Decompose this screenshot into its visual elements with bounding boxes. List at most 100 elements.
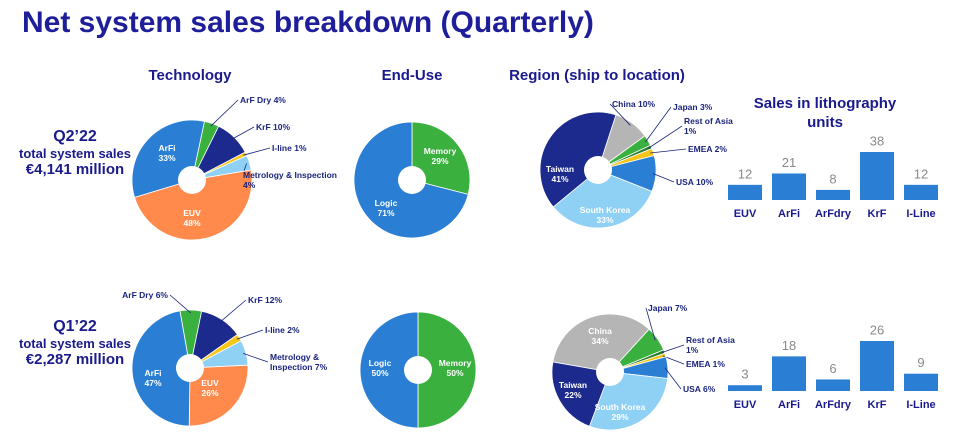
slice-label: Rest of Asia 1% (684, 116, 739, 136)
slice-name: KrF (248, 295, 263, 305)
slice-label: USA 10% (676, 177, 713, 187)
leader-line (661, 344, 685, 353)
slice-label: EUV 48% (183, 208, 200, 228)
slice-label: EMEA 2% (688, 144, 727, 154)
column-header: Technology (148, 67, 232, 84)
slice-label: KrF 12% (248, 295, 282, 305)
row-label: Q1’22 total system sales €2,287 million (0, 318, 150, 368)
x-tick-label: ArFdry (815, 208, 852, 220)
leader-line (219, 299, 247, 323)
bar-value-label: 38 (870, 133, 884, 148)
column-header: End-Use (381, 67, 443, 84)
leader-line (169, 294, 192, 314)
bar (860, 152, 894, 200)
bar-value-label: 6 (829, 361, 836, 376)
slice-label: ArF Dry 6% (122, 290, 168, 300)
slice-label: Memory 50% (439, 358, 472, 378)
slice-name: Taiwan (545, 164, 575, 174)
caption: total system sales (18, 336, 131, 351)
slice-name: South Korea (579, 205, 631, 215)
slice-name: Metrology & Inspection (243, 170, 337, 180)
slice-name: China (588, 326, 612, 336)
leader-line (243, 147, 271, 156)
x-tick-label: I-Line (906, 399, 935, 411)
x-tick-label: ArFi (778, 208, 800, 220)
slice-name: Taiwan (558, 380, 588, 390)
slice-label: Taiwan 22% (559, 380, 587, 400)
slice-label: Taiwan 41% (546, 164, 574, 184)
leader-line (650, 148, 687, 154)
bar-value-label: 3 (741, 367, 748, 382)
slice-value: 10% (273, 122, 291, 132)
slide-title: Net system sales breakdown (Quarterly) (22, 6, 594, 39)
slice-value: 29% (431, 156, 449, 166)
slice-value: 4% (243, 180, 256, 190)
pie-slice (551, 361, 611, 427)
x-tick-label: ArFdry (815, 399, 852, 411)
total: €4,141 million (25, 161, 125, 178)
slice-value: 71% (377, 208, 395, 218)
slice-name: ArF Dry (240, 95, 272, 105)
slice-value: 33% (596, 215, 614, 225)
slice-label: China 34% (588, 326, 612, 346)
slice-value: 50% (446, 368, 464, 378)
bar-value-label: 21 (782, 155, 796, 170)
x-tick-label: I-Line (906, 208, 935, 220)
bar (728, 385, 762, 391)
slice-label: EUV 26% (201, 378, 218, 398)
slice-label: ArFi 47% (144, 368, 161, 388)
slice-label: KrF 10% (256, 122, 290, 132)
bar (904, 373, 938, 391)
pie-slice (539, 111, 617, 208)
slice-value: 1% (684, 126, 697, 136)
slice-name: Rest of Asia (684, 116, 733, 126)
slice-label: Rest of Asia 1% (686, 335, 741, 355)
slice-label: Japan 7% (648, 303, 687, 313)
pie-hole (178, 166, 206, 194)
pie-hole (176, 354, 204, 382)
slice-value: 6% (155, 290, 168, 300)
slice-label: Metrology & Inspection 4% (243, 170, 338, 190)
slice-name: Logic (368, 358, 392, 368)
slice-label: South Korea 33% (580, 205, 631, 225)
slice-value: 4% (273, 95, 286, 105)
slice-name: ArFi (144, 368, 162, 378)
pie-hole (584, 156, 612, 184)
bar-value-label: 26 (870, 322, 884, 337)
slice-label: ArFi 33% (158, 143, 175, 163)
slice-label: I-line 2% (265, 325, 300, 335)
period: Q1’22 (53, 318, 97, 335)
slice-label: Logic 50% (369, 358, 392, 378)
slice-name: USA (683, 384, 701, 394)
slice-name: Logic (374, 198, 398, 208)
leader-line (652, 173, 675, 183)
bar-value-label: 12 (914, 166, 928, 181)
pie-hole (596, 358, 624, 386)
bar (860, 341, 894, 391)
slice-label: Memory 29% (424, 146, 457, 166)
slice-name: Metrology & Inspection (270, 352, 320, 372)
slice-value: 2% (287, 325, 300, 335)
pie-slice (552, 169, 653, 229)
row-label: Q2’22 total system sales €4,141 million (0, 128, 150, 178)
column-header: Region (ship to location) (509, 67, 685, 84)
slice-name: Memory (423, 146, 457, 156)
slice-name: ArF Dry (122, 290, 154, 300)
slice-name: China (612, 99, 636, 109)
pie-slice (134, 169, 253, 241)
slice-name: EMEA (688, 144, 713, 154)
slice-value: 26% (201, 388, 219, 398)
leader-line (645, 106, 672, 143)
leader-line (231, 126, 255, 140)
slice-name: Japan (673, 102, 698, 112)
slice-value: 33% (158, 153, 176, 163)
bar-value-label: 18 (782, 338, 796, 353)
slice-label: Japan 3% (673, 102, 712, 112)
leader-line (609, 103, 631, 126)
slice-label: Logic 71% (375, 198, 398, 218)
slice-value: 12% (265, 295, 283, 305)
slice-name: EUV (201, 378, 219, 388)
pie-slice (359, 311, 419, 429)
slice-value: 2% (714, 144, 727, 154)
